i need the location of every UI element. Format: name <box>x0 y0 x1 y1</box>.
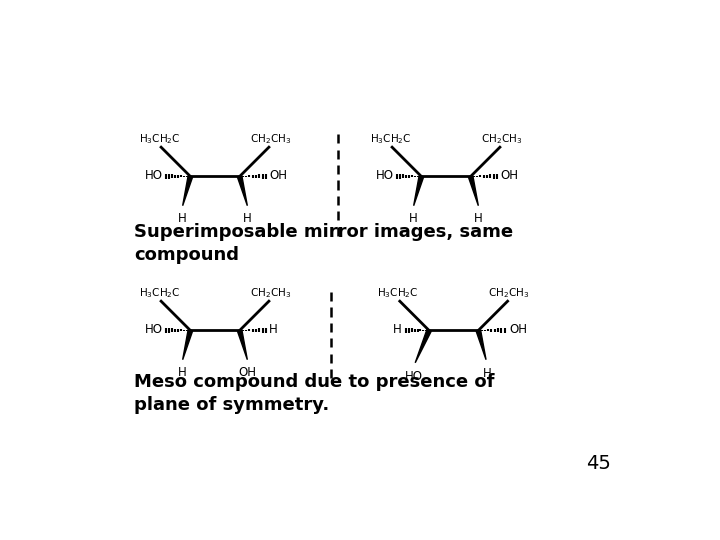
Text: H$_3$CH$_2$C: H$_3$CH$_2$C <box>377 286 419 300</box>
Text: H: H <box>409 212 418 225</box>
Text: CH$_2$CH$_3$: CH$_2$CH$_3$ <box>250 132 291 146</box>
Text: HO: HO <box>145 323 163 336</box>
Text: OH: OH <box>500 169 518 182</box>
Text: H$_3$CH$_2$C: H$_3$CH$_2$C <box>139 286 181 300</box>
Polygon shape <box>469 176 478 206</box>
Text: Meso compound due to presence of
plane of symmetry.: Meso compound due to presence of plane o… <box>134 373 495 414</box>
Text: H: H <box>474 212 482 225</box>
Text: H: H <box>179 212 187 225</box>
Text: OH: OH <box>509 323 527 336</box>
Text: 45: 45 <box>586 454 611 473</box>
Text: OH: OH <box>269 169 287 182</box>
Polygon shape <box>238 330 248 360</box>
Polygon shape <box>183 330 192 360</box>
Text: HO: HO <box>145 169 163 182</box>
Text: H: H <box>179 366 187 379</box>
Text: Superimposable mirror images, same
compound: Superimposable mirror images, same compo… <box>134 222 513 264</box>
Polygon shape <box>415 329 431 363</box>
Text: H: H <box>269 323 278 336</box>
Text: CH$_2$CH$_3$: CH$_2$CH$_3$ <box>250 286 291 300</box>
Polygon shape <box>238 176 248 206</box>
Polygon shape <box>183 176 192 206</box>
Text: CH$_2$CH$_3$: CH$_2$CH$_3$ <box>488 286 530 300</box>
Text: HO: HO <box>376 169 394 182</box>
Polygon shape <box>476 330 486 360</box>
Text: HO: HO <box>405 370 423 383</box>
Text: H$_3$CH$_2$C: H$_3$CH$_2$C <box>370 132 411 146</box>
Text: H: H <box>243 212 252 225</box>
Polygon shape <box>414 176 423 206</box>
Text: OH: OH <box>238 366 256 379</box>
Text: H: H <box>483 367 492 380</box>
Text: H: H <box>392 323 401 336</box>
Text: H$_3$CH$_2$C: H$_3$CH$_2$C <box>139 132 181 146</box>
Text: CH$_2$CH$_3$: CH$_2$CH$_3$ <box>481 132 522 146</box>
